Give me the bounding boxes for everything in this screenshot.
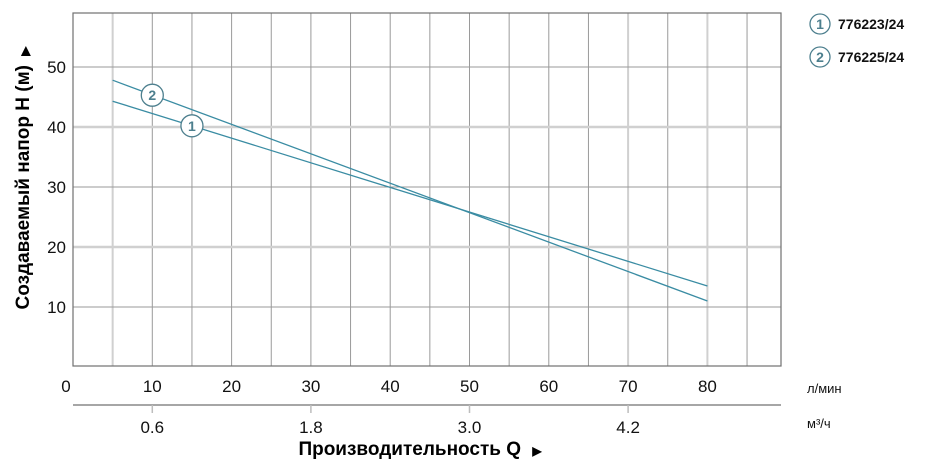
legend-label: 776225/24 bbox=[838, 49, 904, 65]
x-tick-label: 80 bbox=[698, 377, 717, 396]
x-tick-label-secondary: 4.2 bbox=[616, 418, 640, 437]
y-tick-label: 30 bbox=[47, 178, 66, 197]
svg-text:1: 1 bbox=[816, 16, 824, 32]
legend-item-1: 1 776223/24 bbox=[809, 13, 904, 35]
x-tick-label-secondary: 3.0 bbox=[458, 418, 482, 437]
series-line-2 bbox=[112, 79, 708, 302]
series-badges: 12 bbox=[140, 83, 204, 138]
legend-badge-icon bbox=[809, 46, 831, 68]
x-tick-label: 10 bbox=[143, 377, 162, 396]
y-axis-title-text: Создаваемый напор Н (м) bbox=[13, 65, 34, 309]
x-tick-label: 0 bbox=[61, 377, 70, 396]
x-tick-label: 60 bbox=[539, 377, 558, 396]
series-line-1 bbox=[112, 100, 708, 287]
x-axis-title: Производительность Q ▶ bbox=[298, 439, 542, 460]
series-badge-2: 2 bbox=[140, 83, 164, 107]
y-tick-label: 20 bbox=[47, 238, 66, 257]
x-unit-primary: л/мин bbox=[807, 381, 842, 396]
x-tick-label-secondary: 1.8 bbox=[299, 418, 323, 437]
y-axis-ticks: 10 20 30 40 50 bbox=[47, 58, 66, 317]
x-axis-ticks-primary: 0 10 20 30 40 50 60 70 80 bbox=[61, 377, 717, 396]
svg-text:1: 1 bbox=[188, 118, 196, 134]
x-axis-title-text: Производительность Q bbox=[298, 439, 521, 460]
plot-border bbox=[72, 12, 782, 367]
series-lines bbox=[112, 79, 708, 302]
series-badge-1: 1 bbox=[180, 114, 204, 138]
x-axis-ticks-secondary: 0.6 1.8 3.0 4.2 bbox=[140, 405, 640, 437]
y-tick-label: 10 bbox=[47, 298, 66, 317]
x-tick-label: 50 bbox=[460, 377, 479, 396]
svg-text:Создаваемый напор Н (м): Создаваемый напор Н (м) ▶ bbox=[13, 46, 34, 310]
x-tick-label-secondary: 0.6 bbox=[140, 418, 164, 437]
svg-text:2: 2 bbox=[816, 49, 824, 65]
grid bbox=[73, 13, 781, 366]
x-axis-arrow-icon: ▶ bbox=[531, 444, 542, 458]
legend-badge-icon bbox=[809, 13, 831, 35]
y-axis-arrow-icon: ▶ bbox=[18, 46, 32, 57]
legend-label: 776223/24 bbox=[838, 16, 904, 32]
x-tick-label: 20 bbox=[222, 377, 241, 396]
svg-text:2: 2 bbox=[148, 87, 156, 103]
y-tick-label: 50 bbox=[47, 58, 66, 77]
legend-item-2: 2 776225/24 bbox=[809, 46, 904, 68]
x-tick-label: 70 bbox=[619, 377, 638, 396]
x-tick-label: 40 bbox=[381, 377, 400, 396]
y-tick-label: 40 bbox=[47, 118, 66, 137]
legend: 1 776223/24 2 776225/24 bbox=[809, 13, 904, 68]
x-tick-label: 30 bbox=[301, 377, 320, 396]
y-axis-title: Создаваемый напор Н (м) ▶ bbox=[13, 46, 34, 310]
x-unit-secondary: м³/ч bbox=[807, 416, 831, 431]
